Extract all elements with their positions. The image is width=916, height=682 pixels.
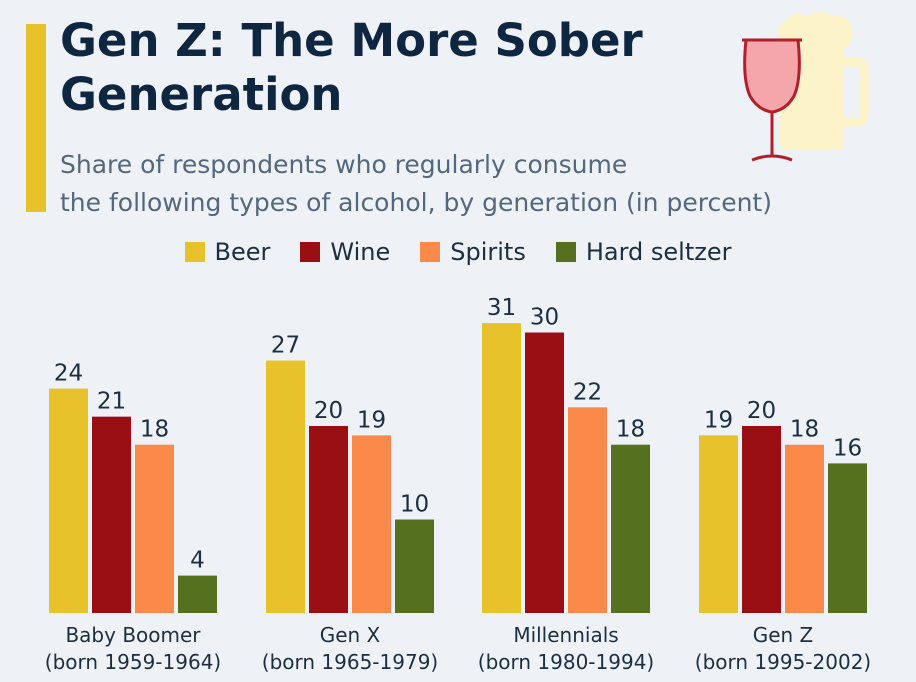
legend-item-spirits: Spirits	[420, 238, 526, 266]
subtitle-line-2: the following types of alcohol, by gener…	[60, 188, 772, 217]
legend-swatch	[555, 242, 576, 262]
category-sublabel: (born 1959-1964)	[45, 650, 221, 674]
category-sublabel: (born 1995-2002)	[695, 650, 871, 674]
bar-beer-0	[49, 388, 88, 613]
legend-item-wine: Wine	[300, 238, 390, 266]
title-accent-bar	[26, 24, 46, 212]
data-label: 30	[530, 305, 559, 331]
legend-swatch	[420, 242, 441, 262]
category-label: Gen X	[320, 623, 381, 647]
bar-spirits-0	[135, 444, 174, 613]
bar-spirits-1	[352, 435, 391, 613]
subtitle-line-1: Share of respondents who regularly consu…	[60, 150, 628, 179]
data-label: 19	[357, 407, 386, 433]
wine-glass-icon	[742, 38, 802, 162]
bar-beer-3	[699, 435, 738, 613]
bar-wine-3	[742, 426, 781, 613]
bar-hard-seltzer-1	[395, 519, 434, 613]
drinks-illustration	[742, 12, 869, 162]
bar-wine-0	[92, 416, 131, 613]
data-label: 20	[314, 398, 343, 424]
bar-hard-seltzer-3	[828, 463, 867, 613]
bar-wine-1	[309, 426, 348, 613]
bar-chart: 24 21 18 4 Baby Boomer (born 1959-1964) 27 20 19…	[45, 295, 871, 674]
category-sublabel: (born 1980-1994)	[478, 650, 654, 674]
legend-label: Spirits	[450, 238, 526, 266]
legend-swatch	[184, 242, 205, 262]
data-label: 18	[616, 417, 645, 443]
legend-label: Beer	[214, 238, 271, 266]
bar-hard-seltzer-2	[611, 444, 650, 613]
category-label: Millennials	[513, 623, 618, 647]
data-label: 10	[400, 492, 429, 518]
chart-legend: Beer Wine Spirits Hard seltzer	[0, 238, 916, 266]
data-label: 18	[790, 417, 819, 443]
legend-label: Hard seltzer	[585, 238, 732, 266]
data-label: 16	[833, 435, 862, 461]
data-label: 19	[704, 407, 733, 433]
chart-subtitle: Share of respondents who regularly consu…	[60, 146, 860, 222]
legend-swatch	[300, 242, 321, 262]
data-label: 27	[271, 333, 300, 359]
legend-label: Wine	[330, 238, 391, 266]
data-label: 24	[54, 361, 83, 387]
category-label: Gen Z	[753, 623, 814, 647]
category-sublabel: (born 1965-1979)	[262, 650, 438, 674]
legend-item-hard-seltzer: Hard seltzer	[555, 238, 732, 266]
bar-wine-2	[525, 332, 564, 613]
bar-hard-seltzer-0	[178, 575, 217, 613]
category-label: Baby Boomer	[65, 623, 201, 647]
data-label: 21	[97, 389, 126, 415]
legend-item-beer: Beer	[184, 238, 271, 266]
bar-beer-1	[266, 360, 305, 613]
data-label: 18	[140, 417, 169, 443]
bar-spirits-2	[568, 407, 607, 613]
bar-spirits-3	[785, 444, 824, 613]
data-label: 20	[747, 398, 776, 424]
data-label: 4	[190, 548, 205, 574]
bar-beer-2	[482, 323, 521, 613]
data-label: 22	[573, 379, 602, 405]
data-label: 31	[487, 295, 516, 321]
chart-title: Gen Z: The More Sober Generation	[60, 14, 643, 121]
